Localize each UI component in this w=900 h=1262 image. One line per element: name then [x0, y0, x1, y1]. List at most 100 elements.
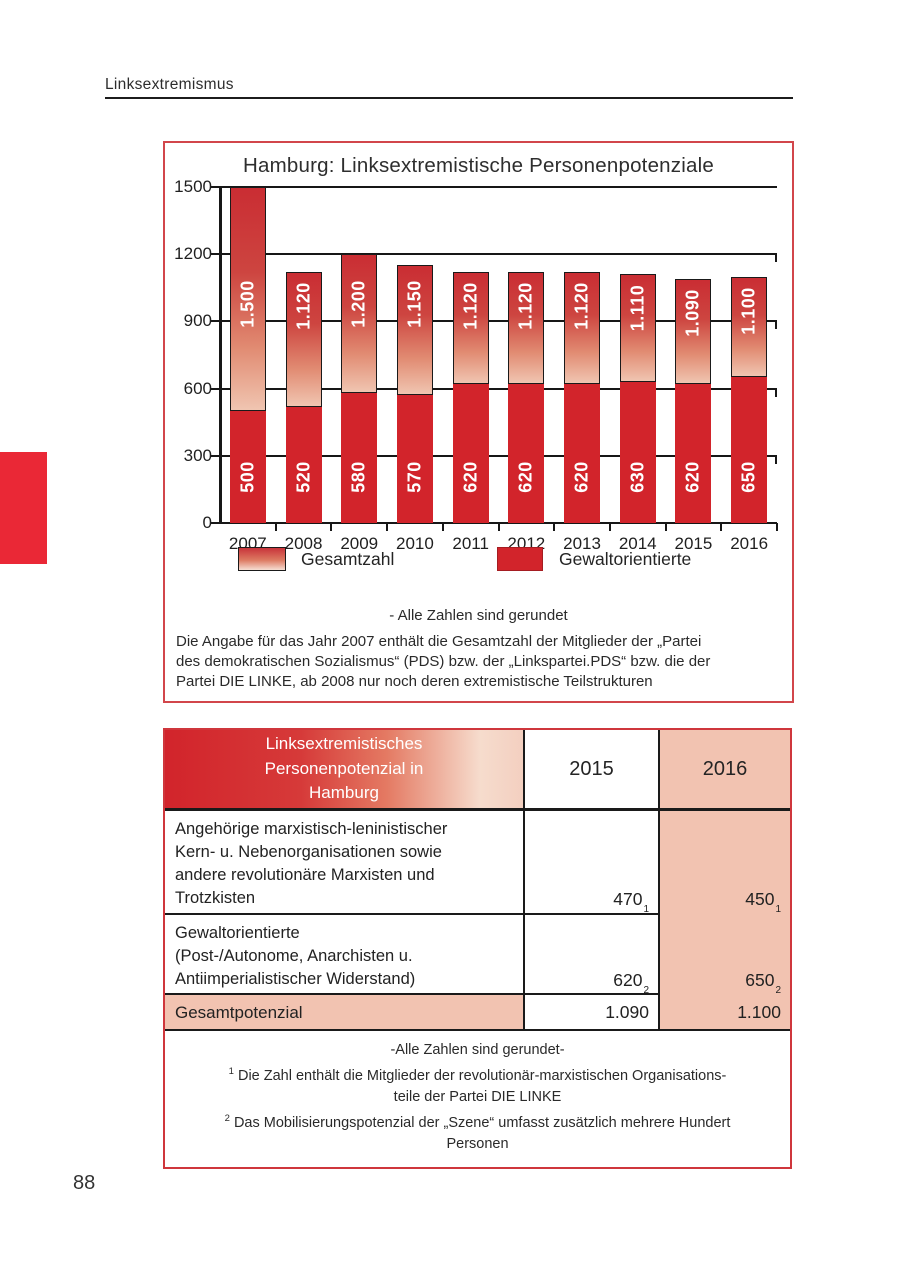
value-text: 650 — [745, 970, 775, 990]
bar-gewaltorientierte-segment — [508, 384, 545, 523]
x-axis-tick — [553, 523, 556, 531]
bar-gewalt-value-label: 520 — [293, 461, 314, 493]
bar-gewaltorientierte-segment — [229, 411, 266, 523]
row-label: Gewaltorientierte (Post-/Autonome, Anarc… — [175, 924, 416, 988]
bar-gesamtzahl-segment — [229, 187, 266, 411]
row-label: Gesamtpotenzial — [165, 995, 523, 1029]
grid-line — [220, 387, 777, 390]
legend-gesamtzahl-swatch — [238, 547, 286, 571]
y-axis-tick — [211, 387, 220, 390]
bar-gesamtzahl-segment — [731, 276, 768, 378]
legend-gesamtzahl-label: Gesamtzahl — [301, 549, 395, 569]
chart-note: - Alle Zahlen sind gerundet — [389, 607, 568, 624]
chart-title: Hamburg: Linksextremistische Personenpot… — [243, 154, 714, 177]
row-value-2015: 470 1 — [523, 811, 658, 916]
x-tick-label: 2015 — [674, 534, 713, 553]
bar-gesamtzahl-segment — [452, 272, 489, 385]
bar-total-value-label: 1.120 — [515, 282, 536, 330]
page-number: 88 — [73, 1172, 96, 1194]
bar-gewaltorientierte-segment — [731, 377, 768, 523]
y-axis-line — [219, 187, 222, 523]
grid-line — [220, 186, 777, 188]
table-footnote-2: 2 Das Mobilisierungspotenzial der „Szene… — [179, 1108, 776, 1155]
row-value-2015: 1.090 — [523, 995, 658, 1029]
row-value-2016: 450 1 — [658, 811, 790, 916]
x-tick-label: 2013 — [563, 534, 601, 553]
y-tick-label: 300 — [183, 445, 212, 465]
bar-gewalt-value-label: 620 — [682, 461, 703, 493]
chart-legend: Gesamtzahl Gewaltorientierte — [165, 547, 792, 575]
x-axis-tick — [497, 523, 500, 531]
value-text: 1.090 — [605, 1001, 649, 1022]
bar-gewalt-value-label: 650 — [738, 461, 759, 493]
chart-plot: 0 300 600 900 1200 1500 1.500 500 2007 1.120 520 20… — [174, 177, 778, 553]
table-footnote-1: 1 Die Zahl enthält die Mitglieder der re… — [179, 1061, 776, 1108]
y-axis-tick — [211, 320, 220, 323]
bar-gewalt-value-label: 580 — [348, 461, 369, 493]
table-header-row: Linksextremistisches Personenpotenzial i… — [165, 730, 790, 808]
footnote-2-marker: 2 — [224, 1112, 230, 1124]
y-tick-label: 1200 — [174, 244, 212, 264]
footnote-1-text: Die Zahl enthält die Mitglieder der revo… — [237, 1067, 727, 1105]
table-row-gesamtpotenzial: Gesamtpotenzial 1.090 1.100 — [165, 993, 790, 1029]
value-text: 1.100 — [737, 1001, 781, 1022]
x-axis-tick — [441, 523, 444, 531]
bar-gesamtzahl-segment — [396, 265, 433, 396]
header-rule — [105, 97, 793, 99]
bar-total-value-label: 1.120 — [460, 282, 481, 330]
bar-total-value-label: 1.150 — [404, 280, 425, 328]
footnote-2-text: Das Mobilisierungspotenzial der „Szene“ … — [233, 1114, 731, 1152]
y-tick-label: 1500 — [174, 177, 212, 196]
x-axis-tick — [330, 523, 333, 531]
row-value-2016: 650 2 — [658, 915, 790, 997]
x-axis-tick — [386, 523, 389, 531]
grid-line — [220, 454, 777, 457]
value-text: 470 — [613, 889, 643, 909]
bar-gewaltorientierte-segment — [564, 384, 601, 523]
bar-gesamtzahl-segment — [619, 274, 656, 382]
table-row-gewaltorientierte: Gewaltorientierte (Post-/Autonome, Anarc… — [165, 913, 790, 997]
bar-total-value-label: 1.500 — [237, 280, 258, 328]
x-tick-label: 2011 — [452, 534, 489, 553]
bar-gewaltorientierte-segment — [675, 384, 712, 523]
value-text: 450 — [745, 889, 775, 909]
x-tick-label: 2008 — [284, 534, 323, 553]
bar-gewaltorientierte-segment — [396, 395, 433, 523]
row-value-2015: 620 2 — [523, 915, 658, 997]
bar-gesamtzahl-segment — [341, 254, 378, 394]
bar-total-value-label: 1.090 — [682, 289, 703, 337]
row-label: Angehörige marxistisch-leninistischer Ke… — [175, 820, 448, 907]
bar-gesamtzahl-segment — [508, 272, 545, 385]
right-axis-tick — [774, 455, 777, 464]
persons-table: Linksextremistisches Personenpotenzial i… — [163, 728, 792, 1169]
page-header-title: Linksextremismus — [105, 76, 234, 93]
y-tick-label: 600 — [183, 378, 212, 398]
bar-gewalt-value-label: 500 — [237, 461, 258, 493]
chart-panel: Hamburg: Linksextremistische Personenpot… — [163, 141, 794, 703]
x-axis-tick — [608, 523, 611, 531]
x-tick-label: 2010 — [396, 534, 434, 553]
table-footnotes: -Alle Zahlen sind gerundet- 1 Die Zahl e… — [165, 1029, 790, 1167]
y-tick-label: 0 — [202, 513, 212, 532]
bar-gesamtzahl-segment — [675, 278, 712, 385]
right-axis-tick — [774, 321, 777, 330]
bar-gewaltorientierte-segment — [341, 393, 378, 523]
bar-gewalt-value-label: 620 — [571, 461, 592, 493]
right-axis-tick — [774, 388, 777, 397]
bar-gewaltorientierte-segment — [452, 384, 489, 523]
value-text: 620 — [613, 970, 643, 990]
x-axis-tick — [664, 523, 667, 531]
x-axis-tick — [720, 523, 723, 531]
bar-total-value-label: 1.100 — [738, 286, 759, 335]
legend-gewaltorientierte-label: Gewaltorientierte — [559, 549, 692, 569]
y-axis-tick — [211, 454, 220, 457]
bar-total-value-label: 1.110 — [627, 285, 648, 332]
right-axis-tick — [774, 254, 777, 263]
y-axis-tick — [211, 186, 220, 188]
footnote-1-marker: 1 — [228, 1066, 234, 1077]
x-tick-label: 2016 — [730, 534, 769, 553]
x-axis-tick — [274, 523, 277, 531]
y-tick-label: 900 — [183, 311, 212, 331]
bar-gewaltorientierte-segment — [285, 406, 322, 523]
